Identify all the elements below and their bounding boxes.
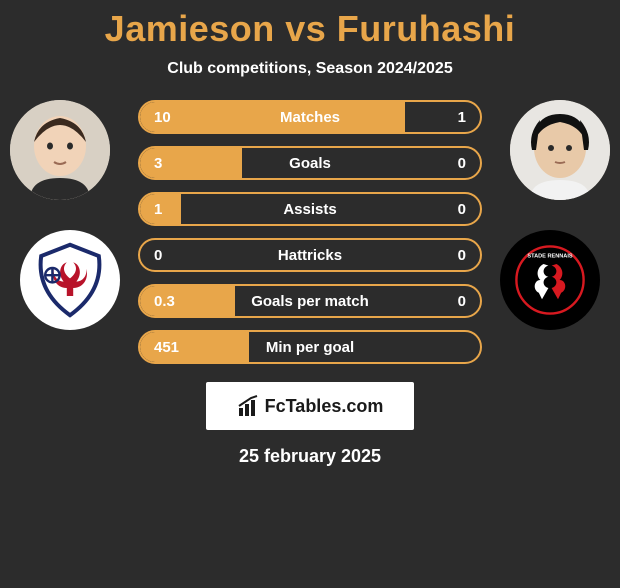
stat-row: 0Hattricks0 xyxy=(138,238,482,272)
stat-value-left: 1 xyxy=(140,201,190,218)
club-left-crest-icon xyxy=(30,240,110,320)
comparison-panel: STADE RENNAIS 10Matches13Goals01Assists0… xyxy=(0,100,620,364)
stat-rows: 10Matches13Goals01Assists00Hattricks00.3… xyxy=(138,100,482,364)
player-right-avatar xyxy=(510,100,610,200)
stat-row: 10Matches1 xyxy=(138,100,482,134)
date-text: 25 february 2025 xyxy=(0,446,620,467)
stat-row: 3Goals0 xyxy=(138,146,482,180)
club-right-badge: STADE RENNAIS xyxy=(500,230,600,330)
player-left-avatar xyxy=(10,100,110,200)
stat-value-left: 0.3 xyxy=(140,293,190,310)
stat-label: Hattricks xyxy=(190,247,430,264)
stat-row: 451Min per goal xyxy=(138,330,482,364)
club-right-crest-icon: STADE RENNAIS xyxy=(510,240,590,320)
club-right-text: STADE RENNAIS xyxy=(527,254,573,260)
club-left-badge xyxy=(20,230,120,330)
stat-value-right: 0 xyxy=(430,247,480,264)
stat-value-right: 1 xyxy=(430,109,480,126)
stat-label: Matches xyxy=(190,109,430,126)
page-title: Jamieson vs Furuhashi xyxy=(0,8,620,50)
stat-label: Assists xyxy=(190,201,430,218)
stat-label: Min per goal xyxy=(190,339,430,356)
footer-brand-text: FcTables.com xyxy=(265,396,384,417)
stat-row: 1Assists0 xyxy=(138,192,482,226)
stat-row: 0.3Goals per match0 xyxy=(138,284,482,318)
chart-icon xyxy=(237,394,261,418)
stat-label: Goals per match xyxy=(190,293,430,310)
player-left-portrait-icon xyxy=(10,100,110,200)
subtitle: Club competitions, Season 2024/2025 xyxy=(0,60,620,78)
stat-value-left: 3 xyxy=(140,155,190,172)
stat-value-right: 0 xyxy=(430,201,480,218)
footer-brand: FcTables.com xyxy=(206,382,414,430)
stat-value-left: 0 xyxy=(140,247,190,264)
stat-value-right: 0 xyxy=(430,293,480,310)
stat-label: Goals xyxy=(190,155,430,172)
stat-value-right: 0 xyxy=(430,155,480,172)
stat-value-left: 451 xyxy=(140,339,190,356)
stat-value-left: 10 xyxy=(140,109,190,126)
player-right-portrait-icon xyxy=(510,100,610,200)
